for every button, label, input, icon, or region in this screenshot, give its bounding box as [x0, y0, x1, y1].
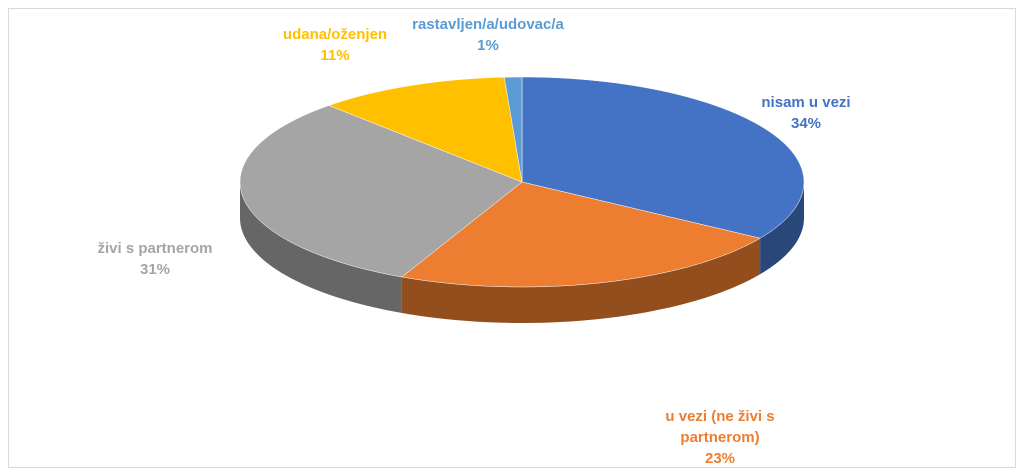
chart-border — [8, 8, 1016, 468]
data-label: nisam u vezi 34% — [726, 92, 886, 134]
slice — [401, 181, 761, 288]
slice — [239, 105, 523, 278]
slice-side — [760, 182, 804, 275]
slice-side — [240, 182, 402, 314]
slice — [328, 76, 523, 183]
label-value: 23% — [704, 450, 736, 467]
label-name: živi s partnerom — [97, 240, 213, 257]
label-name: nisam u vezi — [761, 94, 851, 111]
data-label: udana/oženjen 11% — [250, 24, 420, 66]
label-value: 34% — [790, 115, 822, 132]
data-label: živi s partnerom 31% — [70, 238, 240, 280]
label-name: rastavljen/a/udovac/a — [412, 16, 564, 33]
data-label: rastavljen/a/udovac/a 1% — [401, 14, 576, 56]
label-value: 11% — [320, 47, 350, 64]
label-name: udana/oženjen — [282, 26, 388, 43]
slice — [503, 76, 523, 183]
label-value: 31% — [139, 261, 171, 278]
slice — [521, 76, 805, 239]
slice-side — [401, 238, 761, 323]
label-name: u vezi (ne živi s partnerom) — [665, 408, 775, 446]
data-label: u vezi (ne živi s partnerom) 23% — [635, 406, 805, 469]
label-value: 1% — [477, 37, 499, 54]
